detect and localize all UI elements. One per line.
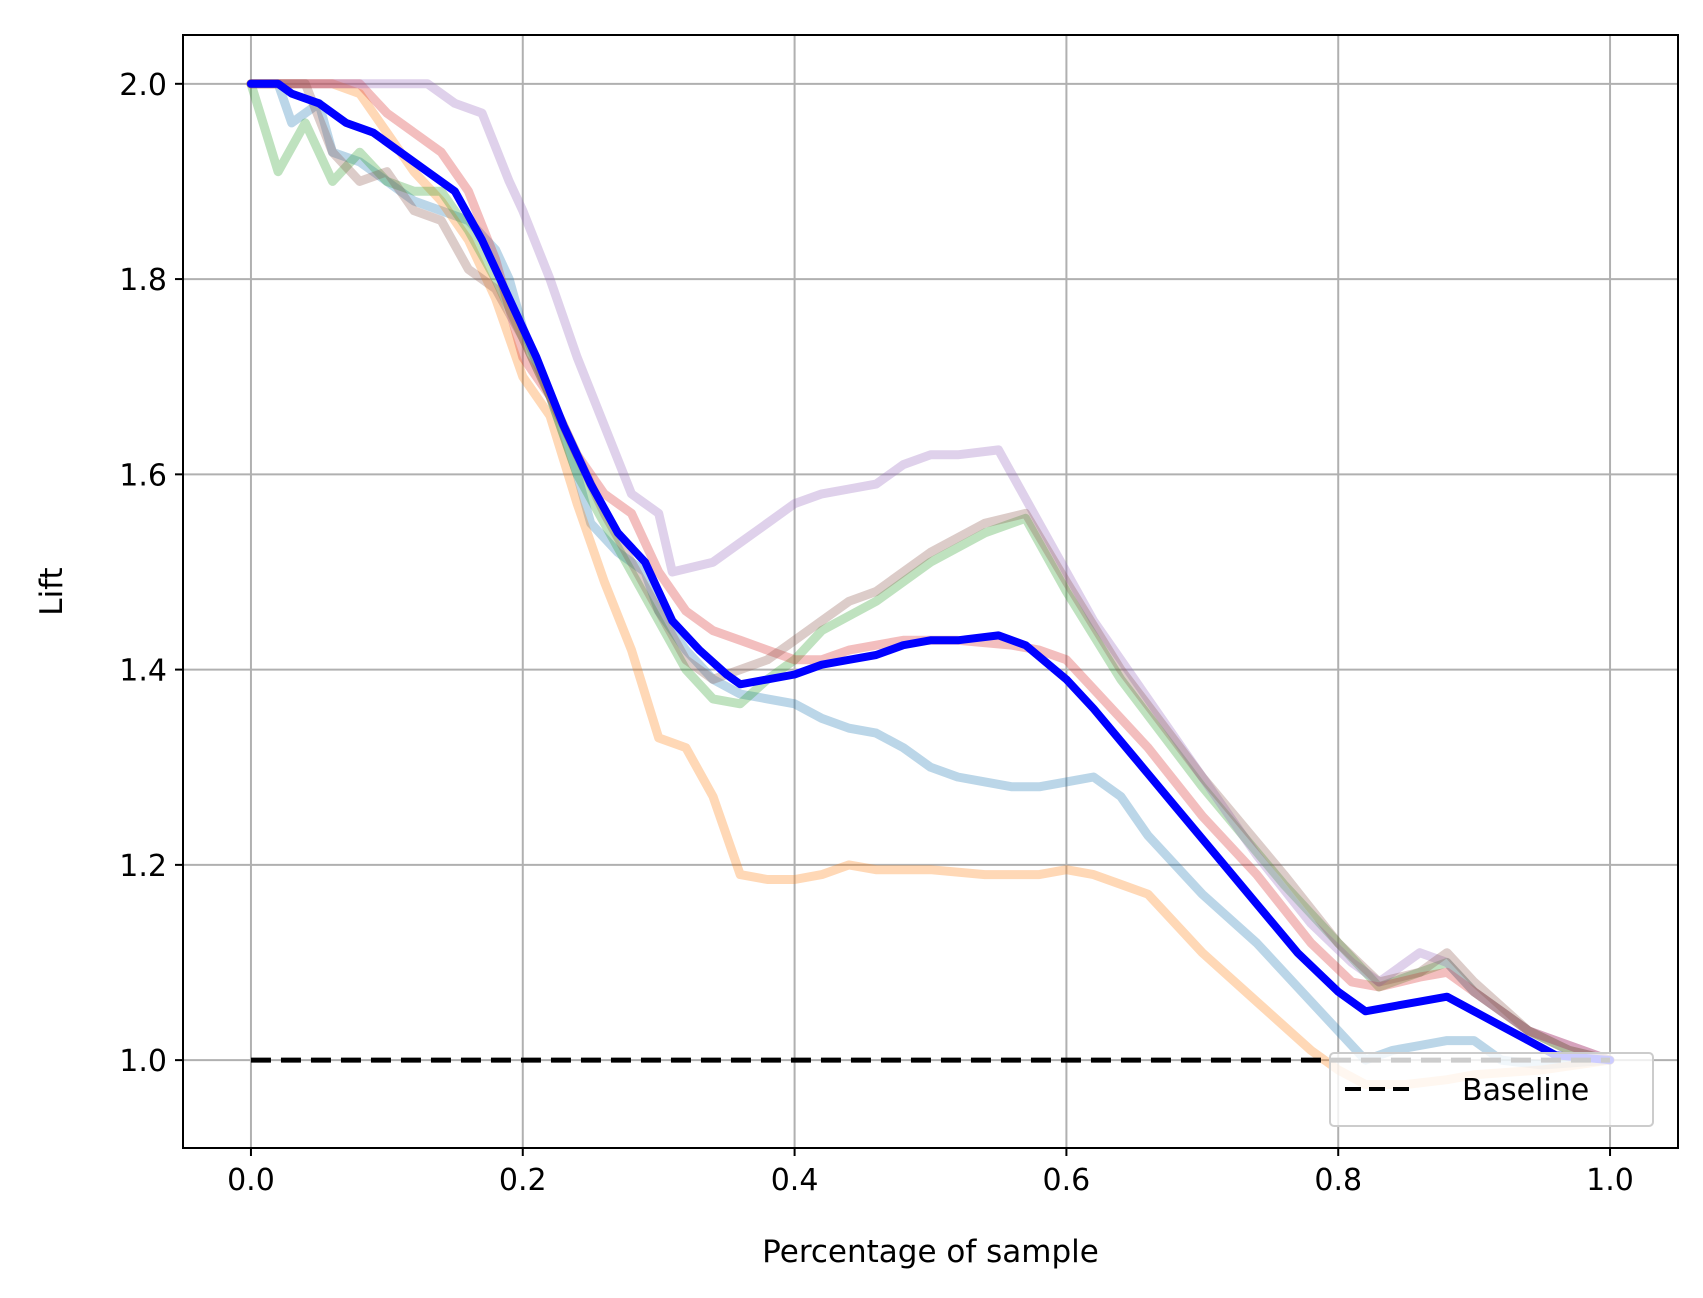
series-line-5 bbox=[246, 79, 1615, 1065]
series-layer bbox=[246, 79, 1615, 1089]
y-tick-label: 1.0 bbox=[119, 1044, 167, 1079]
series-line-6 bbox=[246, 79, 1615, 1065]
y-tick-label: 2.0 bbox=[119, 68, 167, 103]
grid-lines bbox=[183, 35, 1678, 1148]
y-tick-label: 1.6 bbox=[119, 458, 167, 493]
x-tick-label: 1.0 bbox=[1586, 1163, 1634, 1198]
plot-frame bbox=[182, 34, 1679, 1149]
series-line-2 bbox=[246, 79, 1615, 1089]
x-tick-label: 0.2 bbox=[499, 1163, 547, 1198]
x-tick-label: 0.6 bbox=[1043, 1163, 1091, 1198]
legend: Baseline bbox=[1329, 1052, 1654, 1127]
series-line-3 bbox=[246, 79, 1615, 1065]
x-tick-label: 0.4 bbox=[771, 1163, 819, 1198]
series-line-1 bbox=[246, 79, 1615, 1070]
x-axis-label: Percentage of sample bbox=[762, 1234, 1099, 1270]
legend-box bbox=[1329, 1052, 1654, 1127]
axis-ticks: 0.0 0.2 0.4 0.6 0.8 1.0 1.0 1.2 1.4 1.6 1.8 2.0 bbox=[119, 68, 1634, 1198]
legend-label-baseline: Baseline bbox=[1462, 1073, 1589, 1108]
series-line-4 bbox=[246, 79, 1615, 1065]
x-tick-label: 0.8 bbox=[1314, 1163, 1362, 1198]
y-tick-label: 1.8 bbox=[119, 263, 167, 298]
x-tick-label: 0.0 bbox=[227, 1163, 275, 1198]
y-axis-label: Lift bbox=[34, 567, 70, 615]
y-tick-label: 1.4 bbox=[119, 654, 167, 689]
y-tick-label: 1.2 bbox=[119, 849, 167, 884]
average-lift-line bbox=[247, 79, 1614, 1065]
